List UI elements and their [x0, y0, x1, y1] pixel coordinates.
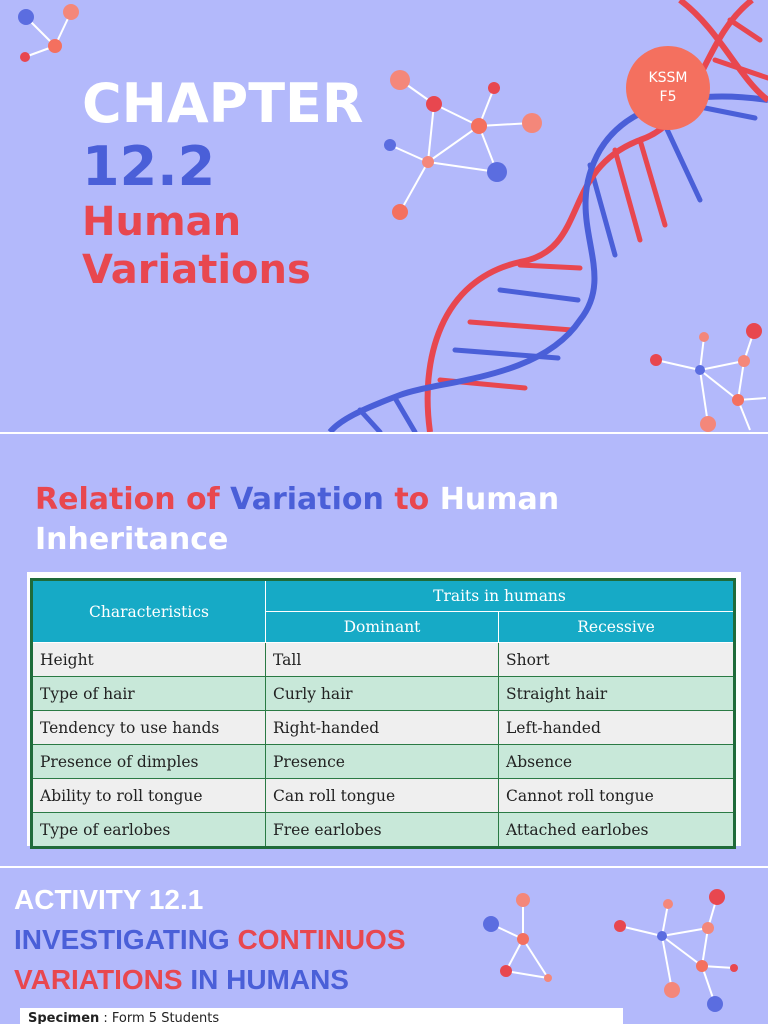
molecule-icon [650, 323, 767, 432]
cover-decoration [18, 0, 768, 432]
table-row: Height Tall Short [31, 642, 735, 677]
table-row: Tendency to use hands Right-handed Left-… [31, 710, 735, 745]
activity-title-line1: INVESTIGATING CONTINUOS [14, 920, 406, 960]
activity-slide: ACTIVITY 12.1 INVESTIGATING CONTINUOS VA… [0, 868, 768, 1024]
cell-recessive: Absence [498, 744, 735, 779]
header-characteristics: Characteristics [31, 579, 266, 643]
table-row: Type of hair Curly hair Straight hair [31, 676, 735, 711]
activity-label: ACTIVITY 12.1 [14, 884, 204, 915]
chapter-title-line1: Human [82, 199, 242, 245]
activity-title-red: CONTINUOS [237, 924, 406, 955]
badge-line2: F5 [659, 89, 677, 105]
header-recessive: Recessive [498, 611, 735, 643]
cell-dominant: Free earlobes [265, 812, 499, 848]
cell-characteristic: Type of hair [31, 676, 266, 711]
title-part2: Variation [230, 482, 384, 517]
activity-title-line2: VARIATIONS IN HUMANS [14, 960, 349, 1000]
molecule-icon [384, 70, 542, 220]
chapter-title-line2: Variations [82, 247, 311, 293]
molecule-icon [483, 893, 552, 982]
cell-dominant: Right-handed [265, 710, 499, 745]
badge-line1: KSSM [648, 70, 688, 86]
title-part4: Human [439, 482, 560, 517]
chapter-number: 12.2 [82, 135, 216, 198]
molecule-icon [18, 4, 79, 62]
cell-characteristic: Tendency to use hands [31, 710, 266, 745]
relation-slide: Relation of Variation to Human Inheritan… [0, 434, 768, 866]
cell-characteristic: Type of earlobes [31, 812, 266, 848]
cell-dominant: Curly hair [265, 676, 499, 711]
table-row: Ability to roll tongue Can roll tongue C… [31, 778, 735, 813]
cell-recessive: Attached earlobes [498, 812, 735, 848]
activity-title-blue: INVESTIGATING [14, 924, 230, 955]
cell-recessive: Short [498, 642, 735, 677]
cell-recessive: Left-handed [498, 710, 735, 745]
relation-title: Relation of Variation to Human Inheritan… [35, 480, 735, 560]
specimen-bar: Specimen : Form 5 Students [20, 1008, 623, 1024]
activity-title-blue2: IN HUMANS [190, 964, 349, 995]
activity-decoration [483, 889, 738, 1012]
header-dominant: Dominant [265, 611, 499, 643]
cell-dominant: Tall [265, 642, 499, 677]
table-row: Presence of dimples Presence Absence [31, 744, 735, 779]
chapter-label: CHAPTER [82, 72, 364, 135]
slide-divider [0, 866, 768, 868]
chapter-title: Human Variations [82, 198, 311, 294]
cell-dominant: Presence [265, 744, 499, 779]
title-part1: Relation of [35, 482, 220, 517]
slide-divider [0, 432, 768, 434]
traits-table: Characteristics Traits in humans Dominan… [30, 578, 736, 849]
cell-characteristic: Presence of dimples [31, 744, 266, 779]
cell-recessive: Straight hair [498, 676, 735, 711]
cell-recessive: Cannot roll tongue [498, 778, 735, 813]
molecule-icon [614, 889, 738, 1012]
specimen-label: Specimen [28, 1011, 100, 1024]
cell-characteristic: Ability to roll tongue [31, 778, 266, 813]
title-part3: to [394, 482, 430, 517]
kssm-badge: KSSM F5 [626, 46, 710, 130]
activity-title-red2: VARIATIONS [14, 964, 183, 995]
cell-dominant: Can roll tongue [265, 778, 499, 813]
table-row: Type of earlobes Free earlobes Attached … [31, 812, 735, 848]
title-part5: Inheritance [35, 522, 229, 557]
specimen-value: : Form 5 Students [103, 1011, 220, 1024]
cover-slide: CHAPTER 12.2 Human Variations KSSM F5 [0, 0, 768, 432]
cell-characteristic: Height [31, 642, 266, 677]
header-traits: Traits in humans [265, 579, 735, 612]
